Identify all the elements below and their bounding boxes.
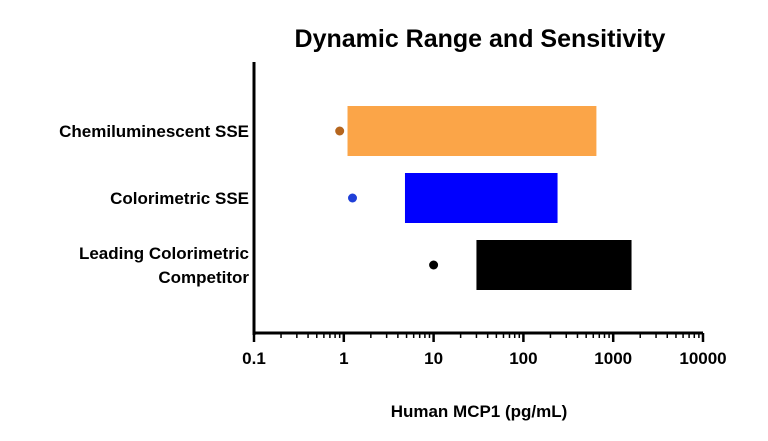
x-tick-label: 100 xyxy=(509,349,537,368)
plot-area: 0.1 1 10 100 1000 10000 Chemiluminescent SSE Co… xyxy=(59,62,727,368)
x-tick-label: 10000 xyxy=(679,349,726,368)
x-axis-label: Human MCP1 (pg/mL) xyxy=(391,402,568,421)
category-label: Colorimetric SSE xyxy=(110,189,249,208)
x-tick-label: 0.1 xyxy=(242,349,266,368)
sensitivity-dot xyxy=(429,260,439,270)
range-bar xyxy=(347,106,597,156)
x-tick-label: 1000 xyxy=(594,349,632,368)
category-label: Competitor xyxy=(158,268,249,287)
category-label: Leading Colorimetric xyxy=(79,244,249,263)
chart-title: Dynamic Range and Sensitivity xyxy=(295,25,666,53)
range-bar xyxy=(404,173,558,223)
sensitivity-dot xyxy=(335,126,345,136)
x-tick-label: 10 xyxy=(424,349,443,368)
x-tick-label: 1 xyxy=(339,349,348,368)
sensitivity-dot xyxy=(348,193,358,203)
category-label: Chemiluminescent SSE xyxy=(59,122,249,141)
range-bar xyxy=(476,240,632,290)
